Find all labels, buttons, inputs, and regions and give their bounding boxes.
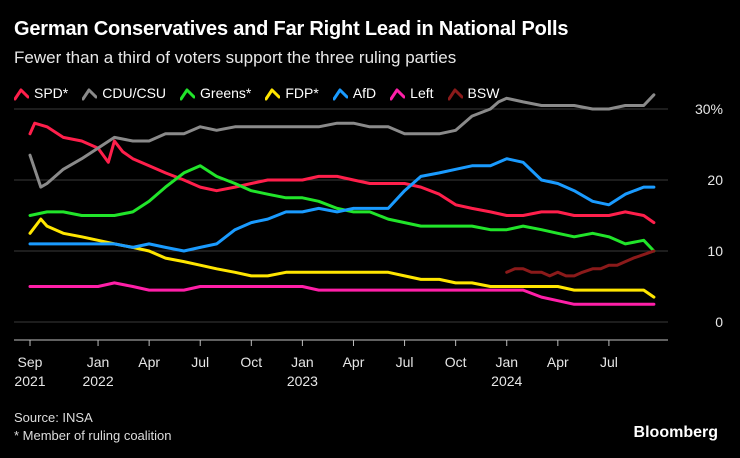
legend-swatch-icon <box>264 86 281 101</box>
x-tick-label: Sep <box>18 354 43 370</box>
bloomberg-logo: Bloomberg <box>633 424 718 441</box>
legend-label: SPD* <box>34 85 69 101</box>
x-tick-label: Jul <box>600 354 618 370</box>
legend-item: CDU/CSU <box>81 85 167 101</box>
legend-label: FDP* <box>285 85 319 101</box>
legend-swatch-icon <box>81 86 98 101</box>
legend-swatch-icon <box>389 86 406 101</box>
y-tick-label: 20 <box>707 172 723 188</box>
chart-title: German Conservatives and Far Right Lead … <box>14 18 569 40</box>
legend-item: Left <box>389 85 434 101</box>
x-tick-label: Apr <box>547 354 569 370</box>
legend-swatch-icon <box>447 86 464 101</box>
x-tick-label: Jul <box>396 354 414 370</box>
chart-legend: SPD* CDU/CSU Greens* FDP* AfD Left BSW <box>13 85 500 101</box>
y-tick-label: 30% <box>695 101 723 117</box>
x-tick-label: Jan <box>87 354 110 370</box>
legend-item: AfD <box>332 85 377 101</box>
x-tick-label: Oct <box>240 354 262 370</box>
legend-item: BSW <box>447 85 500 101</box>
source-note: Source: INSA <box>14 410 93 425</box>
x-tick-label: Apr <box>343 354 365 370</box>
legend-label: Left <box>410 85 434 101</box>
series-line-bsw <box>505 249 656 278</box>
chart-subtitle: Fewer than a third of voters support the… <box>14 48 457 67</box>
series-line-left <box>28 281 656 306</box>
x-tick-year-label: 2024 <box>491 373 522 389</box>
series-line-spd <box>28 121 656 225</box>
legend-item: SPD* <box>13 85 69 101</box>
x-tick-label: Jan <box>495 354 518 370</box>
legend-label: Greens* <box>200 85 252 101</box>
x-tick-year-label: 2023 <box>287 373 318 389</box>
y-tick-label: 10 <box>707 243 723 259</box>
x-tick-year-label: 2021 <box>14 373 45 389</box>
y-tick-label: 0 <box>715 314 723 330</box>
x-tick-label: Jul <box>191 354 209 370</box>
series-line-afd <box>28 157 656 253</box>
x-tick-label: Apr <box>138 354 160 370</box>
x-tick-year-label: 2022 <box>82 373 113 389</box>
legend-item: FDP* <box>264 85 319 101</box>
series-line-cdu-csu <box>28 93 656 189</box>
legend-label: BSW <box>467 85 500 101</box>
legend-swatch-icon <box>13 86 30 101</box>
coalition-footnote: * Member of ruling coalition <box>14 428 172 443</box>
legend-label: CDU/CSU <box>102 85 167 101</box>
legend-item: Greens* <box>179 85 252 101</box>
x-tick-label: Jan <box>291 354 314 370</box>
legend-swatch-icon <box>179 86 196 101</box>
line-chart: 0 10 20 30% Sep 2021 Jan 2022 Apr Jul Oct Jan 2023 Ap… <box>14 93 723 389</box>
x-tick-label: Oct <box>445 354 467 370</box>
legend-swatch-icon <box>332 86 349 101</box>
legend-label: AfD <box>352 85 377 101</box>
